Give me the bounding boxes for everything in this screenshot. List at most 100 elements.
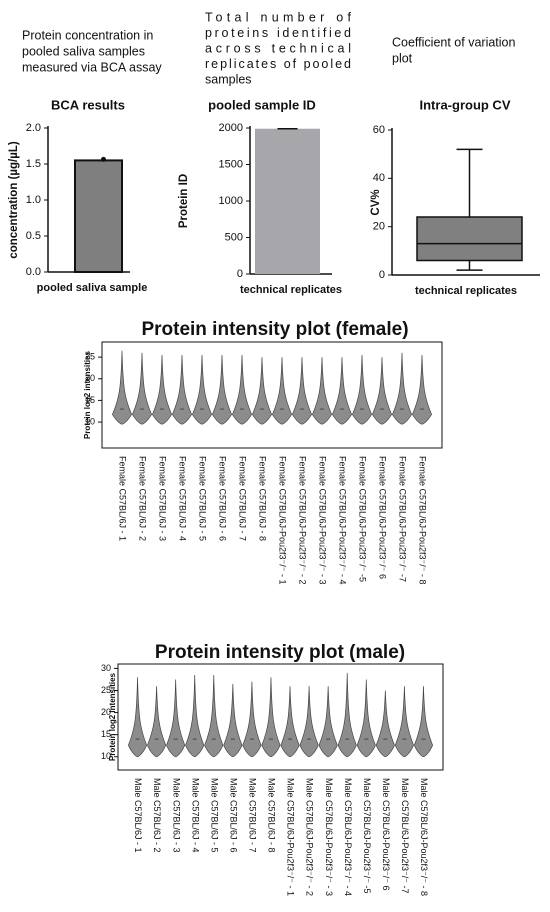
y-tick-label: 1.0 (26, 194, 41, 206)
x-tick-label: Female C57BL/6J-Pou2f3⁻/⁻ - 1 (278, 456, 288, 585)
violin (172, 354, 192, 425)
violin (185, 675, 205, 758)
y-tick-label: 15 (85, 395, 95, 405)
x-tick-label: Male C57BL/6J-Pou2f3⁻/⁻ - 2 (305, 778, 315, 896)
y-tick-label: 25 (85, 352, 95, 362)
x-tick-label: Female C57BL/6J-Pou2f3⁻/⁻ 6 (378, 456, 388, 579)
x-tick-label: Male C57BL/6J - 5 (209, 778, 219, 853)
violin (352, 354, 372, 425)
violin (261, 677, 281, 758)
x-tick-label: Male C57BL/6J - 7 (248, 778, 258, 853)
x-tick-label: Male C57BL/6J - 8 (267, 778, 277, 853)
x-tick-label: Female C57BL/6J-Pou2f3⁻/⁻ - 2 (298, 456, 308, 585)
x-tick-label: Male C57BL/6J-Pou2f3⁻/⁻ 6 (381, 778, 391, 891)
x-tick-label: Male C57BL/6J - 4 (190, 778, 200, 853)
chart-title: pooled sample ID (208, 97, 316, 112)
y-tick-label: 15 (101, 729, 111, 739)
violin (318, 686, 338, 758)
bar (74, 159, 123, 273)
x-tick-label: pooled saliva sample (37, 282, 148, 294)
chart-title: Intra-group CV (420, 97, 511, 112)
y-axis-label: Protein ID (178, 174, 190, 228)
y-tick-label: 1000 (219, 195, 243, 207)
x-tick-label: Male C57BL/6J-Pou2f3⁻/⁻ -5 (362, 778, 372, 894)
caption-line: proteins identified (205, 26, 351, 40)
violin (192, 354, 212, 425)
y-tick-label: 40 (373, 172, 385, 184)
y-tick-label: 30 (101, 663, 111, 673)
y-tick-label: 0.5 (26, 230, 41, 242)
y-tick-label: 25 (101, 685, 111, 695)
caption-line: across technical (205, 41, 351, 55)
x-tick-label: Female C57BL/6J-Pou2f3⁻/⁻ -5 (358, 456, 368, 582)
x-tick-label: Female C57BL/6J-Pou2f3⁻/⁻ - 4 (338, 456, 348, 585)
x-tick-label: Female C57BL/6J - 1 (118, 456, 128, 541)
x-tick-label: Male C57BL/6J-Pou2f3⁻/⁻ -7 (400, 778, 410, 894)
x-tick-label: Female C57BL/6J - 5 (198, 456, 208, 541)
x-tick-label: Female C57BL/6J-Pou2f3⁻/⁻ - 3 (318, 456, 328, 585)
caption-line: Coefficient of variation (392, 35, 515, 49)
violin (392, 352, 412, 425)
x-tick-label: Male C57BL/6J - 3 (171, 778, 181, 853)
caption-line: pooled saliva samples (22, 44, 145, 58)
plot-frame (117, 663, 444, 771)
y-axis-label: CV% (370, 189, 382, 215)
violin (375, 690, 395, 758)
chart-title: BCA results (51, 97, 125, 112)
chart-title: Protein intensity plot (male) (155, 642, 405, 663)
caption-line: replicates of pooled (205, 57, 351, 71)
x-tick-label: Female C57BL/6J - 6 (218, 456, 228, 541)
violin (280, 686, 300, 758)
x-tick-label: Male C57BL/6J - 1 (133, 778, 143, 853)
x-tick-label: Male C57BL/6J-Pou2f3⁻/⁻ - 3 (324, 778, 334, 896)
violin (223, 683, 243, 758)
violin (412, 354, 432, 425)
violin (147, 686, 167, 758)
violin (337, 672, 357, 758)
violin (252, 357, 272, 425)
y-tick-label: 10 (85, 416, 95, 426)
x-tick-label: Male C57BL/6J-Pou2f3⁻/⁻ - 1 (286, 778, 296, 896)
x-tick-label: Female C57BL/6J - 2 (138, 456, 148, 541)
violin (112, 350, 132, 425)
y-tick-label: 60 (373, 124, 385, 136)
y-tick-label: 20 (85, 373, 95, 383)
violin (242, 681, 262, 758)
violin (292, 357, 312, 425)
plot-frame (101, 341, 443, 449)
violin (232, 354, 252, 425)
x-tick-label: Female C57BL/6J - 4 (178, 456, 188, 541)
x-tick-label: Female C57BL/6J - 7 (238, 456, 248, 541)
box (416, 216, 523, 262)
violin (394, 686, 414, 758)
violin (204, 675, 224, 758)
y-axis-label: Protein log2 intensities (83, 350, 92, 439)
y-tick-label: 10 (101, 751, 111, 761)
x-tick-label: Male C57BL/6J - 6 (228, 778, 238, 853)
x-tick-label: Male C57BL/6J-Pou2f3⁻/⁻ - 4 (343, 778, 353, 896)
violin (413, 686, 433, 758)
violin (152, 354, 172, 425)
y-tick-label: 2000 (219, 122, 243, 134)
y-tick-label: 0 (379, 269, 385, 281)
x-tick-label: Male C57BL/6J-Pou2f3⁻/⁻ - 8 (419, 778, 429, 896)
x-tick-label: Female C57BL/6J-Pou2f3⁻/⁻ -7 (398, 456, 408, 582)
violin (372, 357, 392, 425)
data-point (101, 156, 106, 162)
y-tick-label: 1.5 (26, 158, 41, 170)
violin (332, 357, 352, 425)
caption-line: measured via BCA assay (22, 60, 162, 74)
chart-title: Protein intensity plot (female) (141, 319, 408, 340)
caption-line: Total number of (205, 10, 352, 24)
caption-line: plot (392, 51, 413, 65)
violin (312, 357, 332, 425)
x-tick-label: Female C57BL/6J - 3 (158, 456, 168, 541)
y-tick-label: 1500 (219, 158, 243, 170)
y-axis-label: concentration (µg/µL) (8, 141, 20, 259)
y-tick-label: 20 (373, 221, 385, 233)
violin (128, 677, 148, 758)
x-tick-label: technical replicates (240, 284, 342, 296)
violin (356, 679, 376, 758)
